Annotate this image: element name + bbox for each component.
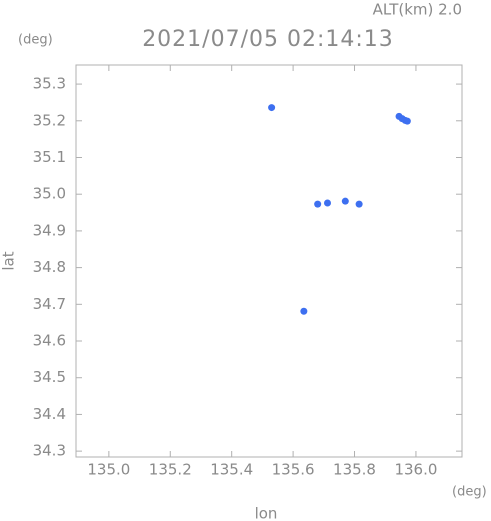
point — [314, 200, 322, 208]
x-tick-label: 135.0 — [87, 461, 130, 479]
x-tick-label: 135.4 — [210, 461, 253, 479]
y-axis-label: lat — [0, 251, 18, 270]
y-tick-label: 35.2 — [33, 111, 66, 129]
point — [300, 307, 308, 315]
y-tick-label: 34.8 — [33, 258, 66, 276]
point — [323, 199, 331, 207]
y-tick-label: 34.4 — [33, 405, 66, 423]
x-tick-label: 135.8 — [333, 461, 376, 479]
y-tick-label: 34.3 — [33, 442, 66, 460]
altitude-annotation: ALT(km) 2.0 — [373, 1, 462, 19]
x-unit: (deg) — [452, 485, 487, 500]
x-tick-label: 136.0 — [394, 461, 437, 479]
y-unit: (deg) — [18, 33, 53, 48]
x-axis-label: lon — [255, 505, 278, 521]
chart-title: 2021/07/05 02:14:13 — [142, 27, 394, 52]
plot-frame — [75, 64, 463, 458]
x-tick-label: 135.6 — [272, 461, 315, 479]
point — [341, 197, 349, 205]
y-tick-label: 34.9 — [33, 221, 66, 239]
y-tick-label: 35.1 — [33, 148, 66, 166]
y-tick-label: 34.7 — [33, 295, 66, 313]
y-tick-label: 34.6 — [33, 332, 66, 350]
x-tick-label: 135.2 — [149, 461, 192, 479]
y-tick-label: 34.5 — [33, 368, 66, 386]
point — [268, 104, 276, 112]
point — [403, 117, 411, 125]
point — [355, 200, 363, 208]
y-tick-label: 35.0 — [33, 185, 66, 203]
y-tick-label: 35.3 — [33, 75, 66, 93]
